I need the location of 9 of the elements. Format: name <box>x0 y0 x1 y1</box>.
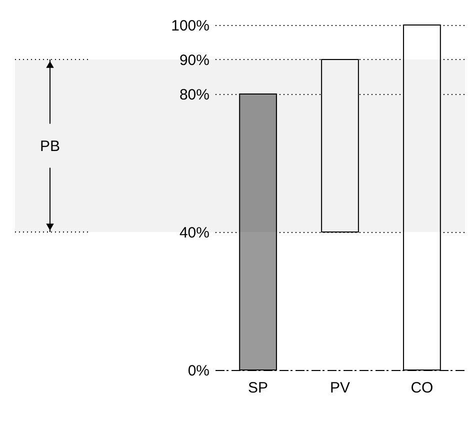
y-tick-label: 100% <box>171 18 210 34</box>
x-tick-label: PV <box>330 380 350 396</box>
x-tick-label: SP <box>248 380 268 396</box>
y-tick-label: 40% <box>179 224 210 242</box>
x-tick-label: CO <box>410 380 434 396</box>
y-tick-label: 0% <box>188 362 210 380</box>
band-label: PB <box>40 138 60 155</box>
y-tick-label: 80% <box>179 86 210 104</box>
y-tick-label: 90% <box>179 52 210 69</box>
